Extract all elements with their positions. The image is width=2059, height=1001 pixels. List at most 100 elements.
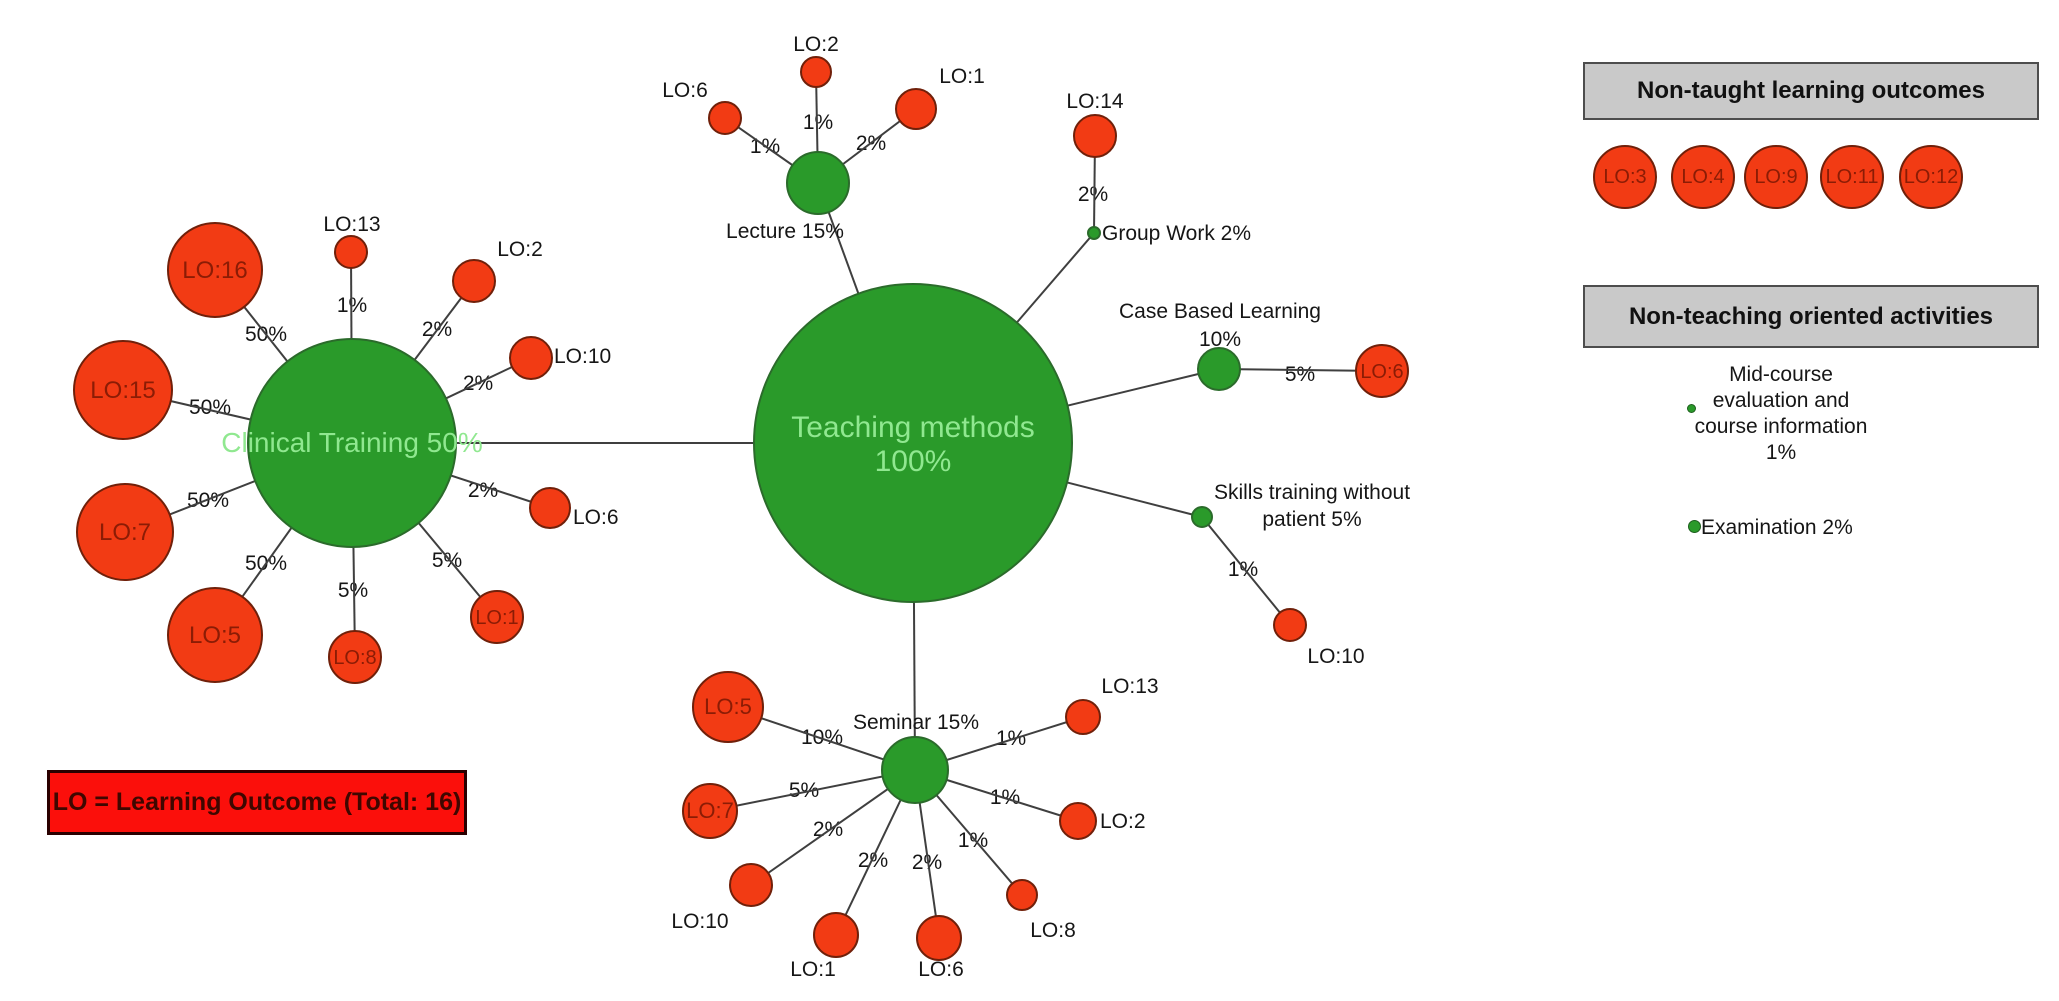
node-label-l2: LO:2 — [793, 33, 839, 56]
node-circle-l2 — [800, 56, 832, 88]
non-taught-lo-circle: LO:11 — [1820, 145, 1884, 209]
node-circle-c2 — [452, 259, 496, 303]
non-taught-lo-circle: LO:12 — [1899, 145, 1963, 209]
node-circle-m5 — [692, 671, 764, 743]
edge-perc-label: 2% — [912, 851, 942, 874]
node-circle-clinical — [247, 338, 457, 548]
node-label-c1: LO:1 — [475, 607, 518, 629]
node-label-c5: LO:5 — [189, 622, 241, 649]
node-label-c13: LO:13 — [323, 213, 380, 236]
node-circle-groupwork — [1087, 226, 1101, 240]
node-circle-c6 — [529, 487, 571, 529]
node-label-m8: LO:8 — [1030, 919, 1076, 942]
midcourse-label-line: evaluation and — [1712, 389, 1850, 412]
node-circle-c7 — [76, 483, 174, 581]
edge-perc-label: 1% — [996, 727, 1026, 750]
node-label-c8: LO:8 — [333, 647, 376, 669]
node-label-c7: LO:7 — [99, 519, 151, 546]
node-label-skills: patient 5% — [1262, 508, 1361, 531]
edge-perc-label: 1% — [803, 111, 833, 134]
node-circle-c13 — [334, 235, 368, 269]
node-label-clinical: Clinical Training 50% — [221, 427, 482, 458]
node-label-m2: LO:2 — [1100, 810, 1146, 833]
node-label-teaching: 100% — [875, 445, 952, 478]
node-circle-c1 — [470, 590, 524, 644]
examination-dot-icon — [1688, 520, 1701, 533]
node-label-c10: LO:10 — [554, 345, 611, 368]
node-label-l1: LO:1 — [939, 65, 985, 88]
node-circle-m10 — [729, 863, 773, 907]
node-circle-m7 — [682, 783, 738, 839]
node-circle-lecture — [786, 151, 850, 215]
node-circle-c10 — [509, 336, 553, 380]
node-circle-cbl — [1197, 347, 1241, 391]
edge-skills-s10 — [1201, 516, 1291, 626]
legend-text: LO = Learning Outcome (Total: 16) — [52, 788, 462, 816]
edge-perc-label: 1% — [958, 829, 988, 852]
node-circle-m8 — [1006, 879, 1038, 911]
node-circle-m2 — [1059, 802, 1097, 840]
legend-box: LO = Learning Outcome (Total: 16) — [47, 770, 467, 835]
node-circle-l6 — [708, 101, 742, 135]
node-circle-m1 — [813, 912, 859, 958]
node-label-lecture: Lecture 15% — [726, 220, 844, 243]
node-label-m7: LO:7 — [686, 798, 734, 823]
edge-perc-label: 1% — [1228, 558, 1258, 581]
non-taught-outcomes-title: Non-taught learning outcomes — [1637, 77, 1985, 104]
edge-perc-label: 5% — [1285, 363, 1315, 386]
node-label-cbl: Case Based Learning — [1119, 300, 1321, 323]
node-label-s10: LO:10 — [1307, 645, 1364, 668]
node-label-skills: Skills training without — [1214, 481, 1410, 504]
node-circle-b6 — [1355, 344, 1409, 398]
node-label-groupwork: Group Work 2% — [1102, 222, 1251, 245]
midcourse-label-line: course information — [1694, 415, 1868, 438]
edge-seminar-m7 — [709, 769, 916, 812]
node-label-m6: LO:6 — [918, 958, 964, 981]
midcourse-label-line: 1% — [1765, 441, 1797, 464]
node-circle-c16 — [167, 222, 263, 318]
node-circle-skills — [1191, 506, 1213, 528]
node-circle-c15 — [73, 340, 173, 440]
node-circle-teaching — [753, 283, 1073, 603]
node-label-seminar: Seminar 15% — [853, 711, 979, 734]
node-label-teaching: Teaching methods — [791, 411, 1035, 444]
node-circle-seminar — [881, 736, 949, 804]
node-label-g14: LO:14 — [1066, 90, 1124, 113]
edge-cbl-b6 — [1218, 368, 1383, 372]
node-label-b6: LO:6 — [1360, 361, 1403, 383]
examination-label: Examination 2% — [1701, 516, 1853, 539]
non-taught-lo-circle: LO:3 — [1593, 145, 1657, 209]
node-label-l6: LO:6 — [662, 79, 708, 102]
edge-perc-label: 5% — [789, 779, 819, 802]
edge-perc-label: 2% — [468, 479, 498, 502]
node-circle-s10 — [1273, 608, 1307, 642]
non-teaching-activities-header: Non-teaching oriented activities — [1583, 285, 2039, 348]
node-circle-m6 — [916, 915, 962, 961]
node-circle-c5 — [167, 587, 263, 683]
node-label-m1: LO:1 — [790, 958, 836, 981]
node-label-m10: LO:10 — [671, 910, 728, 933]
non-taught-outcomes-header: Non-taught learning outcomes — [1583, 62, 2039, 120]
node-circle-c8 — [328, 630, 382, 684]
node-label-cbl: 10% — [1199, 328, 1241, 351]
non-taught-lo-circle: LO:9 — [1744, 145, 1808, 209]
midcourse-dot-icon — [1687, 404, 1696, 413]
node-circle-m13 — [1065, 699, 1101, 735]
node-label-m13: LO:13 — [1101, 675, 1158, 698]
midcourse-label-line: Mid-course — [1729, 363, 1833, 386]
edge-perc-label: 10% — [801, 726, 843, 749]
non-taught-lo-circle: LO:4 — [1671, 145, 1735, 209]
node-circle-g14 — [1073, 114, 1117, 158]
node-label-c16: LO:16 — [182, 257, 247, 284]
node-circle-l1 — [895, 88, 937, 130]
non-teaching-activities-title: Non-teaching oriented activities — [1628, 302, 1994, 330]
node-label-c2: LO:2 — [497, 238, 543, 261]
node-label-c6: LO:6 — [573, 506, 619, 529]
edge-perc-label: 5% — [338, 579, 368, 602]
node-label-c15: LO:15 — [90, 377, 155, 404]
edge-perc-label: 2% — [1078, 183, 1108, 206]
edge-perc-label: 2% — [858, 849, 888, 872]
node-label-m5: LO:5 — [704, 694, 752, 719]
